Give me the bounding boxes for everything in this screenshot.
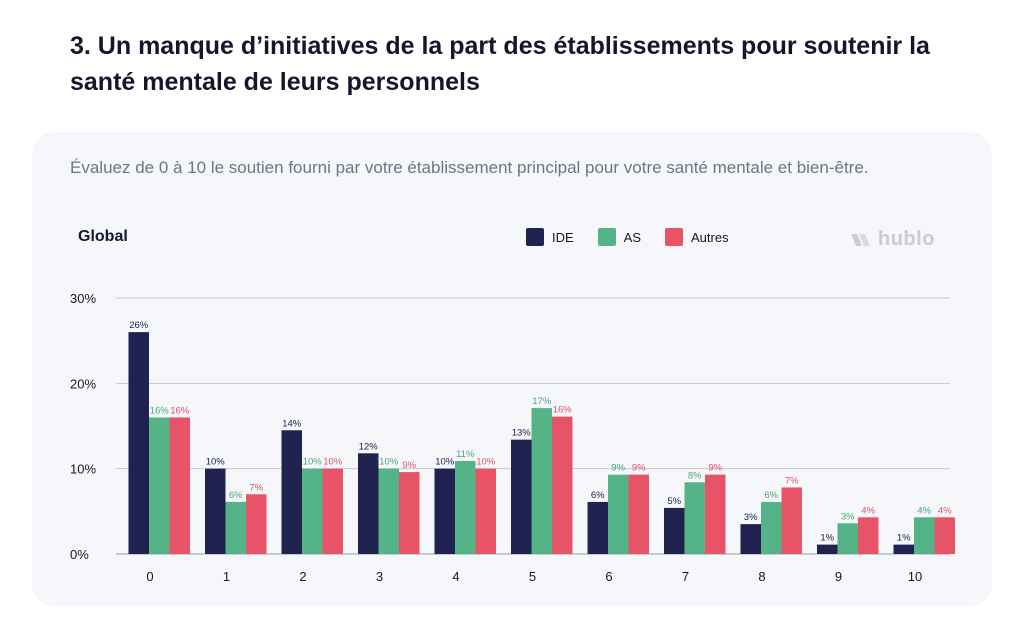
bar-value-label: 9% — [708, 463, 722, 474]
bar-ide-9 — [817, 544, 838, 554]
bar-autres-4 — [475, 468, 496, 554]
bar-ide-6 — [587, 501, 608, 554]
bar-value-label: 13% — [512, 428, 532, 439]
bar-ide-0 — [128, 332, 149, 554]
bar-as-5 — [531, 408, 552, 554]
x-tick-label: 7 — [682, 569, 689, 584]
bar-ide-10 — [893, 544, 914, 554]
legend-label-ide: IDE — [552, 229, 574, 245]
bar-ide-4 — [434, 468, 455, 554]
bar-value-label: 17% — [532, 396, 552, 407]
bar-value-label: 14% — [282, 418, 302, 429]
hublo-logo-icon — [851, 233, 870, 246]
x-tick-label: 3 — [376, 569, 383, 584]
bar-value-label: 10% — [476, 457, 496, 468]
x-tick-label: 5 — [529, 569, 536, 584]
bar-value-label: 9% — [611, 463, 625, 474]
survey-question: Évaluez de 0 à 10 le soutien fourni par … — [70, 158, 869, 177]
legend-item-autres: Autres — [665, 228, 729, 246]
x-tick-label: 1 — [223, 569, 230, 584]
bar-value-label: 16% — [553, 405, 573, 416]
bar-autres-8 — [781, 487, 802, 554]
bar-value-label: 1% — [897, 533, 911, 544]
bar-ide-7 — [664, 507, 685, 554]
bar-value-label: 9% — [402, 460, 416, 471]
bar-value-label: 10% — [323, 457, 343, 468]
bar-value-label: 26% — [129, 320, 149, 331]
legend-item-as: AS — [597, 228, 642, 246]
bar-value-label: 10% — [206, 457, 226, 468]
bar-value-label: 6% — [229, 490, 243, 501]
legend-item-ide: IDE — [526, 228, 574, 246]
bar-value-label: 1% — [820, 533, 834, 544]
bar-autres-3 — [399, 472, 420, 554]
bar-autres-10 — [934, 517, 955, 554]
bar-chart: 26%16% 16%10%6%7%14%10% 10%12%10% 9% 10%11%1… — [70, 291, 955, 584]
bar-autres-7 — [705, 474, 726, 554]
bar-autres-5 — [552, 416, 573, 554]
bar-ide-3 — [358, 453, 379, 554]
bar-autres-1 — [246, 494, 267, 554]
bar-as-9 — [837, 523, 858, 554]
bar-autres-6 — [628, 474, 649, 554]
y-tick-label: 20% — [70, 376, 96, 391]
legend-swatch-ide — [526, 228, 544, 246]
y-tick-label: 0% — [70, 547, 89, 562]
bar-value-label: 12% — [359, 441, 379, 452]
x-tick-label: 0 — [146, 569, 153, 584]
bar-value-label: 7% — [785, 475, 799, 486]
legend-swatch-as — [597, 228, 616, 246]
legend-label-as: AS — [623, 229, 642, 245]
x-tick-label: 9 — [835, 569, 842, 584]
x-tick-label: 2 — [299, 569, 306, 584]
x-tick-label: 4 — [452, 569, 459, 584]
bar-value-label: 3% — [744, 512, 758, 523]
bar-value-label: 9% — [632, 463, 646, 474]
bar-value-label: 10% — [435, 457, 455, 468]
bar-value-label: 3% — [841, 511, 855, 522]
bar-as-6 — [608, 474, 629, 554]
bar-value-label: 4% — [917, 505, 931, 516]
bar-as-4 — [455, 460, 476, 554]
bar-value-label: 4% — [938, 505, 952, 516]
bar-autres-2 — [322, 468, 343, 554]
bar-ide-5 — [511, 439, 532, 554]
bar-ide-1 — [205, 468, 226, 554]
bar-as-0 — [149, 417, 170, 554]
bar-as-2 — [302, 468, 323, 554]
bar-value-label: 10% — [379, 457, 399, 468]
x-tick-label: 10 — [908, 569, 922, 584]
bar-value-label: 8% — [688, 470, 702, 481]
bar-autres-9 — [858, 517, 879, 554]
legend-swatch-autres — [665, 228, 684, 246]
bar-value-label: 4% — [861, 505, 875, 516]
bar-value-label: 11% — [456, 449, 475, 460]
bar-as-10 — [914, 517, 935, 554]
page-title: 3. Un manque d’initiatives de la part de… — [70, 32, 930, 96]
bar-value-label: 5% — [667, 496, 681, 507]
y-tick-label: 30% — [70, 291, 96, 306]
bar-autres-0 — [169, 417, 190, 554]
bar-value-label: 6% — [764, 490, 778, 501]
chart-legend: IDE AS Autres — [526, 228, 753, 246]
legend-label-autres: Autres — [691, 229, 729, 245]
brand-name: hublo — [878, 228, 935, 250]
bar-value-label: 7% — [249, 482, 263, 493]
bar-value-label: 6% — [591, 490, 605, 501]
chart-card: Évaluez de 0 à 10 le soutien fourni par … — [32, 132, 992, 606]
bar-as-1 — [225, 501, 246, 554]
chart-title: Global — [78, 228, 128, 245]
y-tick-label: 10% — [70, 462, 96, 477]
bar-as-8 — [761, 501, 782, 554]
bar-ide-8 — [740, 524, 761, 554]
bar-value-label: 10% — [303, 457, 323, 468]
bar-value-label: 16% — [150, 405, 170, 416]
bar-ide-2 — [281, 430, 302, 554]
bar-as-7 — [684, 482, 705, 554]
bar-value-label: 16% — [170, 405, 190, 416]
bar-as-3 — [378, 468, 399, 554]
x-tick-label: 6 — [605, 569, 612, 584]
x-tick-label: 8 — [758, 569, 765, 584]
hublo-logo: hublo — [850, 228, 935, 251]
